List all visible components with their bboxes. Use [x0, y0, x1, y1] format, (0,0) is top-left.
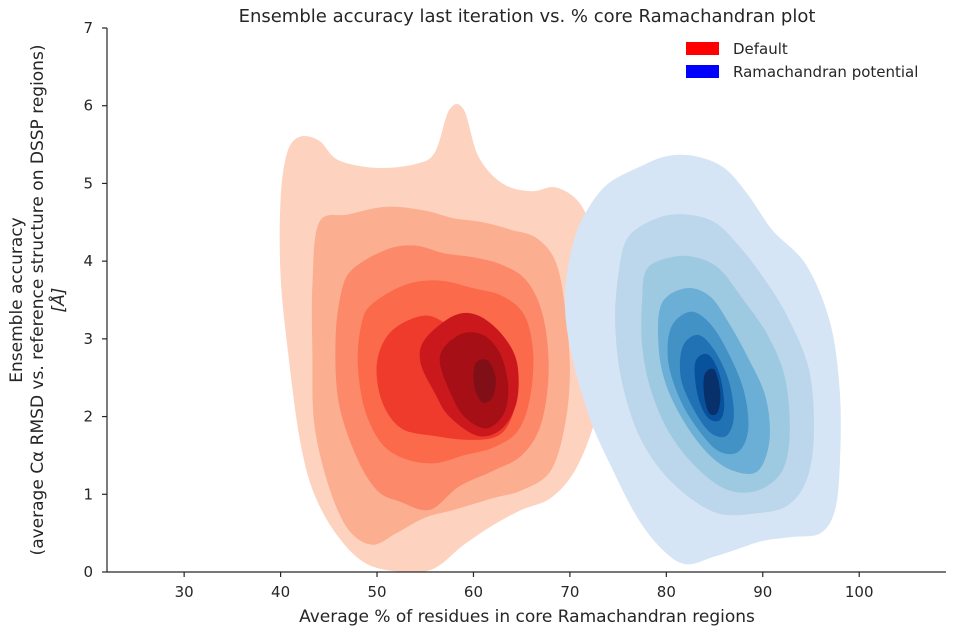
x-tick-label: 100 [845, 583, 874, 601]
y-ticks: 0 1 2 3 4 5 6 7 [83, 19, 107, 581]
y-tick-label: 1 [83, 485, 93, 503]
legend-label-default: Default [733, 40, 788, 58]
x-ticks: 30 40 50 60 70 80 90 100 [175, 572, 874, 601]
y-tick-label: 5 [83, 174, 93, 192]
axes-layer [106, 28, 946, 573]
x-tick-label: 90 [753, 583, 772, 601]
chart-title: Ensemble accuracy last iteration vs. % c… [239, 6, 816, 27]
kde-series-ramachandran-potential [564, 154, 841, 565]
y-tick-label: 2 [83, 408, 93, 426]
x-axis-label: Average % of residues in core Ramachandr… [299, 607, 755, 627]
x-tick-label: 50 [367, 583, 386, 601]
legend-swatch-default [686, 42, 719, 55]
x-tick-label: 40 [271, 583, 290, 601]
kde-series-default [279, 104, 604, 573]
y-tick-label: 0 [83, 563, 93, 581]
legend: Default Ramachandran potential [686, 40, 918, 81]
y-axis-label-line-1: Ensemble accuracy [7, 217, 27, 382]
x-tick-label: 80 [657, 583, 676, 601]
y-tick-label: 6 [83, 97, 93, 115]
legend-label-ramachandran-potential: Ramachandran potential [733, 63, 918, 81]
x-tick-label: 30 [175, 583, 194, 601]
x-tick-label: 70 [560, 583, 579, 601]
y-axis-label: Ensemble accuracy (average Cα RMSD vs. r… [7, 45, 69, 556]
contour-layer [279, 104, 841, 573]
legend-swatch-ramachandran-potential [686, 65, 719, 78]
y-tick-label: 7 [83, 19, 93, 37]
y-axis-label-line-3: [Å] [47, 288, 69, 313]
x-tick-label: 60 [464, 583, 483, 601]
y-axis-label-line-2: (average Cα RMSD vs. reference structure… [28, 45, 48, 556]
y-tick-label: 3 [83, 330, 93, 348]
contour-level-8 [473, 359, 496, 403]
contour-level-8 [703, 368, 721, 416]
y-tick-label: 4 [83, 252, 93, 270]
